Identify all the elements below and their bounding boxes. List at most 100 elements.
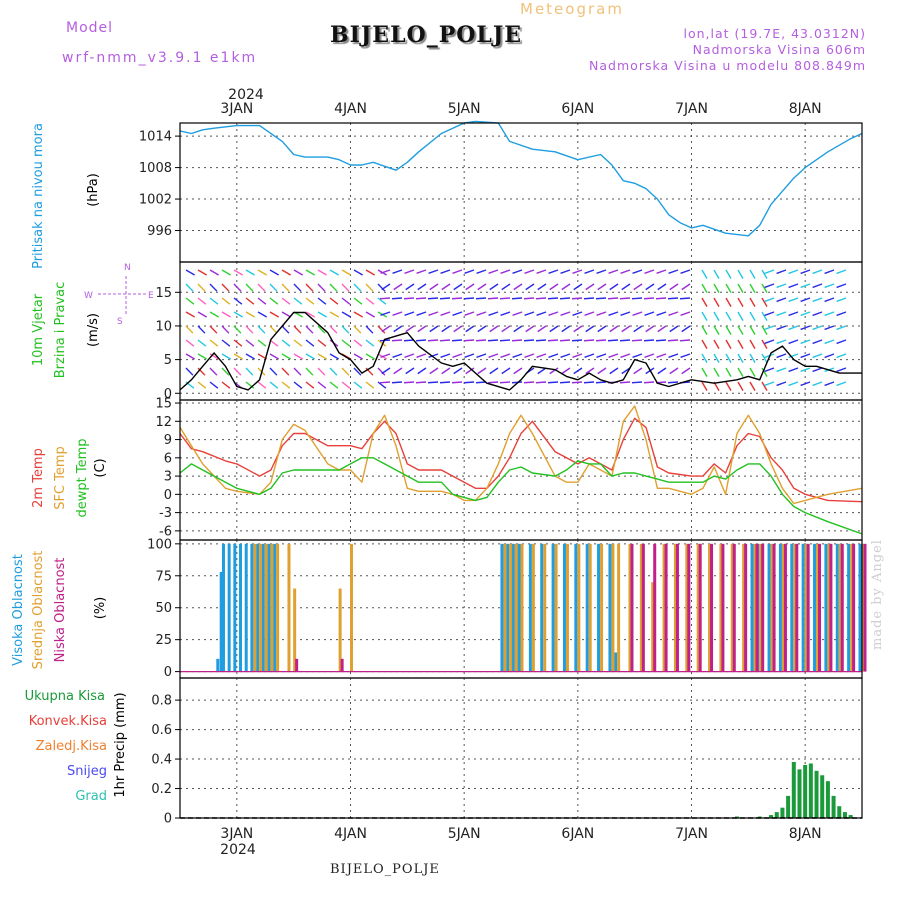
pressure-unit: (hPa) bbox=[86, 173, 101, 207]
wind-arrow bbox=[701, 269, 708, 280]
wind-arrow bbox=[365, 297, 375, 305]
wind-arrow bbox=[573, 367, 583, 375]
wind-arrow bbox=[427, 339, 439, 342]
wind-arrow bbox=[713, 283, 720, 294]
wind-arrow bbox=[596, 353, 607, 358]
cloud-bar-mid bbox=[816, 543, 820, 672]
wind-arrow bbox=[749, 353, 756, 364]
cloud-bar-high bbox=[216, 658, 220, 672]
wind-arrow bbox=[608, 269, 619, 274]
wind-arrow bbox=[776, 311, 787, 317]
wind-arrow bbox=[305, 283, 314, 292]
wind-arrow bbox=[245, 297, 255, 305]
wind-arrow bbox=[381, 325, 391, 333]
wind-arrow bbox=[381, 283, 391, 291]
wind-arrow bbox=[317, 283, 326, 292]
wind-arrow bbox=[221, 353, 232, 360]
ytick-label: 0.6 bbox=[151, 723, 172, 738]
cloud-bar-mid bbox=[742, 543, 746, 672]
wind-arrow bbox=[643, 339, 655, 342]
wind-arrow bbox=[185, 367, 194, 376]
ytick-label: 0 bbox=[164, 665, 172, 680]
wind-arrow bbox=[197, 325, 206, 334]
cloud-bar-mid bbox=[673, 543, 677, 672]
wind-arrow bbox=[701, 353, 708, 364]
wind-arrow bbox=[725, 381, 732, 392]
wind-arrow bbox=[560, 269, 571, 274]
wind-arrow bbox=[341, 325, 350, 334]
wind-arrow bbox=[609, 325, 619, 333]
wind-arrow bbox=[656, 353, 667, 358]
wind-arrow bbox=[269, 367, 278, 376]
wind-arrow bbox=[669, 367, 679, 375]
bottom-date-tick: 6JAN bbox=[561, 826, 594, 842]
cloud-bar-mid bbox=[531, 543, 535, 672]
wind-arrow bbox=[776, 367, 787, 373]
wind-arrow bbox=[824, 283, 835, 289]
ytick-label: 0.4 bbox=[151, 753, 172, 768]
wind-arrow bbox=[761, 339, 768, 350]
cloud-bar-high bbox=[608, 543, 612, 672]
wind-arrow bbox=[392, 269, 403, 274]
cloud-bar-low bbox=[295, 658, 299, 672]
ytick-label: 996 bbox=[147, 224, 172, 239]
wind-arrow bbox=[379, 339, 391, 342]
cloud-bar-mid bbox=[577, 543, 581, 672]
cloud-bar-mid bbox=[770, 543, 774, 672]
wind-arrow bbox=[669, 325, 679, 333]
wind-arrow bbox=[523, 381, 535, 384]
wind-arrow bbox=[293, 367, 302, 376]
wind-arrow bbox=[221, 367, 230, 376]
wind-arrow bbox=[761, 297, 768, 308]
wind-arrow bbox=[488, 353, 499, 358]
cloud-bar-high bbox=[256, 543, 260, 672]
wind-arrow bbox=[487, 381, 499, 384]
wind-arrow bbox=[836, 339, 847, 345]
dewpt-line bbox=[179, 457, 863, 535]
wind-arrow bbox=[380, 311, 391, 316]
bottom-date-tick: 4JAN bbox=[334, 826, 367, 842]
model-name: wrf-nmm_v3.9.1 e1km bbox=[62, 50, 258, 66]
cloud-bar-high bbox=[551, 543, 555, 672]
wind-arrow bbox=[269, 283, 278, 292]
wind-arrow bbox=[416, 269, 427, 274]
wind-arrow bbox=[353, 367, 362, 376]
wind-arrow bbox=[464, 269, 475, 274]
wind-arrow bbox=[329, 311, 340, 318]
wind-arrow bbox=[535, 297, 547, 300]
ytick-label: 1014 bbox=[139, 130, 172, 145]
wind-arrow bbox=[476, 269, 487, 274]
wind-arrow bbox=[452, 353, 463, 358]
wind-arrow bbox=[737, 381, 744, 392]
top-date-tick: 7JAN bbox=[675, 101, 708, 117]
precip-bar bbox=[814, 770, 819, 818]
cloud-bar-high bbox=[858, 543, 862, 672]
wind-arrow bbox=[329, 353, 340, 360]
wind-arrow bbox=[269, 381, 279, 389]
temp-2m-line bbox=[179, 417, 863, 503]
wind-arrow bbox=[764, 269, 775, 275]
wind-arrow bbox=[713, 297, 720, 308]
wind-arrow bbox=[584, 269, 595, 274]
wind-arrow bbox=[499, 297, 511, 300]
cloud-bar-low bbox=[852, 543, 856, 672]
wind-arrow bbox=[725, 339, 732, 350]
cloud-bar-high bbox=[528, 543, 532, 672]
wind-arrow bbox=[404, 269, 415, 274]
wind-arrow bbox=[197, 367, 206, 376]
wind-arrow bbox=[245, 269, 256, 276]
wind-arrow bbox=[836, 311, 847, 317]
precip-bar bbox=[842, 812, 847, 818]
legend-snow: Snijeg bbox=[67, 764, 107, 779]
wind-arrow bbox=[329, 381, 339, 389]
wind-arrow bbox=[571, 381, 583, 384]
wind-arrow bbox=[788, 325, 799, 331]
wind-arrow bbox=[749, 367, 756, 378]
wind-arrow bbox=[477, 325, 487, 333]
wind-arrow bbox=[440, 353, 451, 358]
pressure-panel: 996 1002 1008 1014 bbox=[139, 120, 863, 263]
wind-arrow bbox=[499, 339, 511, 342]
wind-arrow bbox=[341, 381, 351, 389]
wind-arrow bbox=[353, 269, 364, 276]
cloud-bar-high bbox=[813, 543, 817, 672]
